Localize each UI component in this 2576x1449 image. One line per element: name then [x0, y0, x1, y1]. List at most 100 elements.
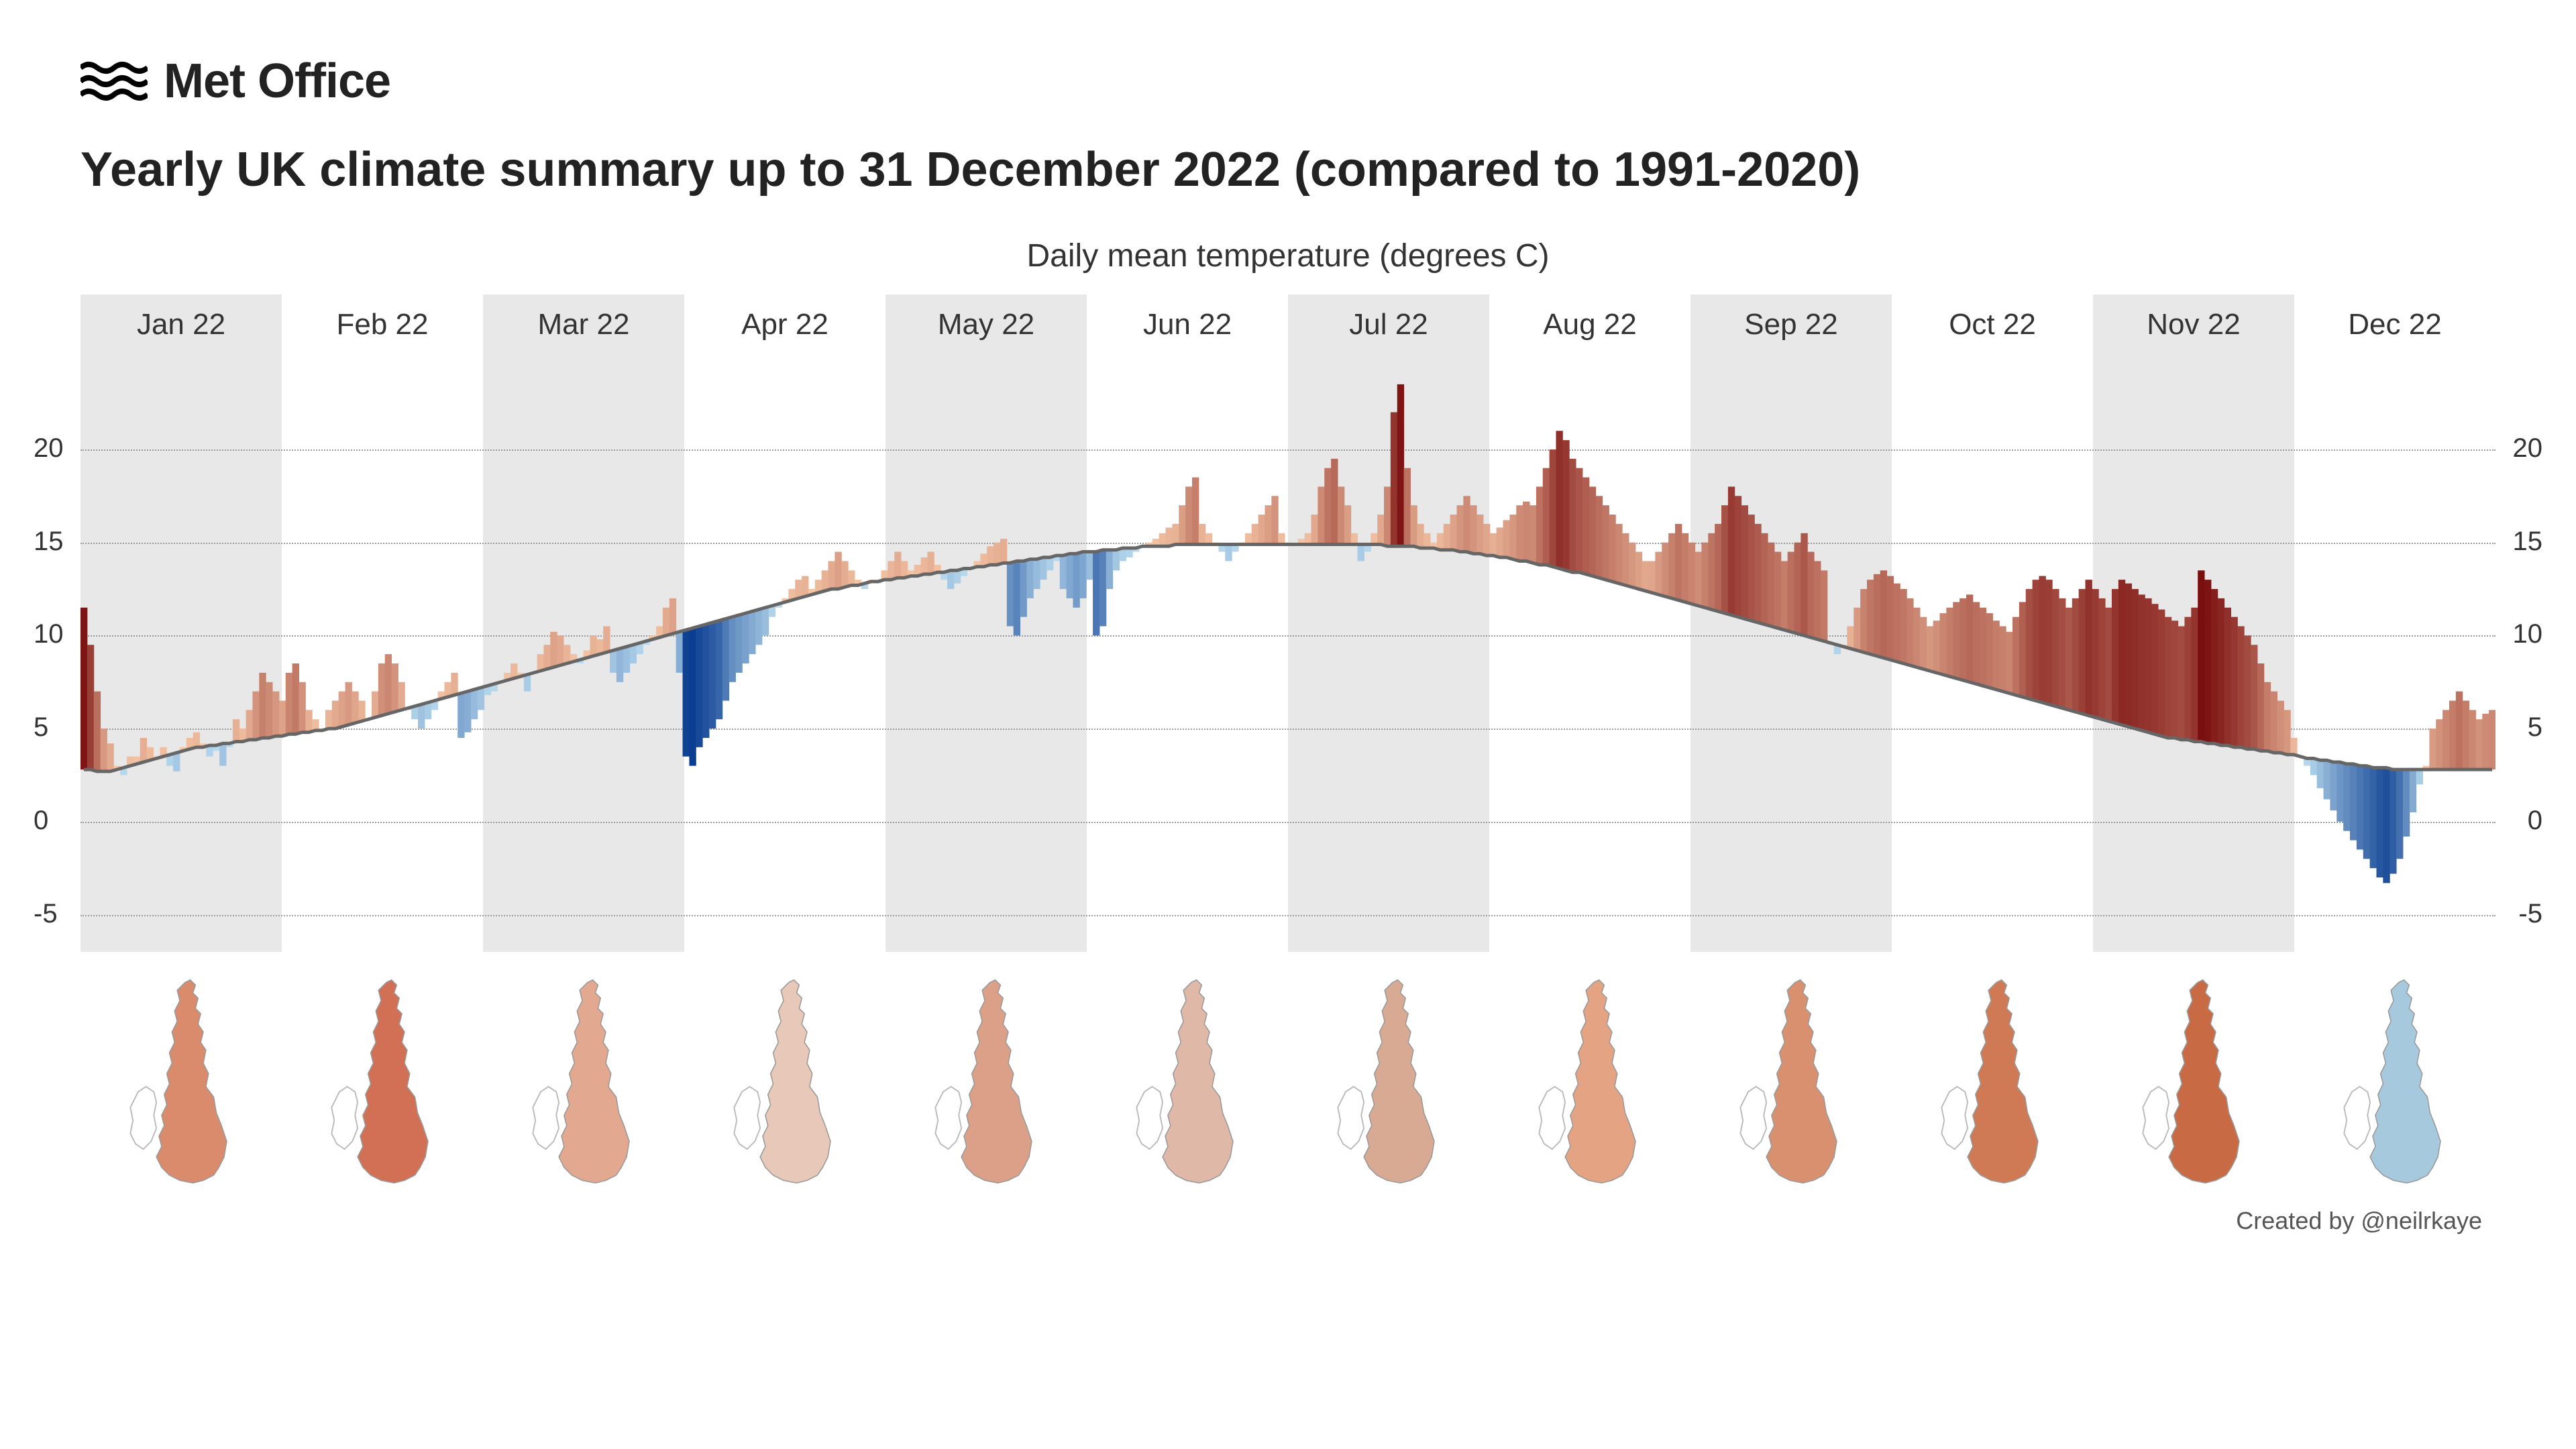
- temp-bar: [94, 692, 101, 771]
- temp-bar: [2118, 580, 2125, 724]
- temp-bar: [352, 692, 358, 723]
- temp-bar: [1457, 505, 1464, 551]
- page-title: Yearly UK climate summary up to 31 Decem…: [80, 142, 2496, 197]
- temp-bar: [1966, 594, 1973, 682]
- temp-bar: [623, 647, 630, 673]
- temp-bar: [1999, 627, 2006, 692]
- temp-bar: [372, 692, 378, 718]
- temp-bar: [1973, 602, 1980, 684]
- y-tick-label: 15: [2513, 527, 2543, 557]
- temp-bar: [1807, 552, 1814, 638]
- temp-bar: [1007, 563, 1014, 626]
- temp-bar: [1014, 561, 1020, 635]
- temp-bar: [888, 561, 894, 580]
- temp-bar: [1344, 505, 1351, 544]
- temp-bar: [1609, 515, 1615, 582]
- uk-map: [1892, 972, 2093, 1193]
- uk-map: [1489, 972, 1690, 1193]
- logo: Met Office: [80, 54, 2496, 109]
- y-tick-label: 10: [34, 619, 64, 649]
- temp-bar: [325, 710, 332, 729]
- temp-bar: [2171, 621, 2178, 738]
- temp-bar: [1695, 552, 1702, 606]
- temp-bar: [398, 682, 405, 710]
- temp-bar: [1497, 527, 1503, 557]
- temp-bar: [2079, 589, 2086, 714]
- temp-bar: [2132, 589, 2139, 729]
- temp-bar: [1437, 533, 1444, 550]
- temp-bar: [987, 546, 994, 565]
- temp-bar: [2178, 627, 2185, 740]
- temp-bar: [742, 613, 749, 663]
- temp-bar: [1550, 449, 1556, 567]
- temp-bar: [1536, 486, 1543, 565]
- temp-bar: [755, 610, 762, 645]
- temp-bar: [1946, 608, 1953, 677]
- temp-bar: [1860, 589, 1867, 652]
- chart-subtitle: Daily mean temperature (degrees C): [80, 237, 2496, 274]
- temp-bar: [2251, 645, 2257, 749]
- temp-bar: [1026, 559, 1033, 598]
- temp-bar: [1622, 533, 1629, 586]
- temp-bar: [2012, 617, 2019, 696]
- temp-bar: [2033, 580, 2039, 700]
- temp-bar: [2039, 576, 2045, 703]
- month-label: Oct 22: [1892, 308, 2093, 341]
- temp-bar: [2489, 710, 2496, 769]
- uk-map: [483, 972, 684, 1193]
- temp-bar: [543, 645, 550, 669]
- temp-bar: [2429, 729, 2436, 769]
- uk-map: [80, 972, 282, 1193]
- y-tick-label: -5: [34, 899, 58, 929]
- temp-bar: [2317, 760, 2324, 788]
- temp-bar: [795, 580, 802, 598]
- temp-bar: [2363, 766, 2370, 859]
- temp-bar: [683, 630, 690, 757]
- month-label: Jun 22: [1087, 308, 1288, 341]
- temp-bar: [841, 561, 848, 587]
- temp-bar: [669, 598, 676, 634]
- month-label: Nov 22: [2093, 308, 2294, 341]
- temp-bar: [1338, 486, 1344, 544]
- temp-bar: [828, 561, 835, 589]
- uk-map: [1087, 972, 1288, 1193]
- month-label: Apr 22: [684, 308, 885, 341]
- temp-bar: [2463, 700, 2469, 769]
- temp-bar: [1166, 527, 1173, 546]
- temp-bar: [2416, 769, 2423, 784]
- temp-bar: [233, 719, 239, 741]
- temp-bar: [1450, 515, 1457, 550]
- temp-bar: [2410, 769, 2416, 812]
- temp-bar: [1483, 524, 1490, 555]
- temp-bar: [1880, 570, 1887, 657]
- temp-bar: [392, 663, 398, 712]
- temp-bar: [2436, 719, 2443, 769]
- temp-bar: [2204, 580, 2211, 743]
- temp-bar: [471, 690, 478, 719]
- temp-bar: [1384, 486, 1391, 546]
- temp-bar: [2237, 627, 2244, 747]
- temp-bar: [2006, 632, 2012, 694]
- temp-bar: [1788, 552, 1794, 632]
- temp-bar: [1629, 543, 1635, 588]
- uk-map: [885, 972, 1087, 1193]
- temp-bar: [1754, 524, 1761, 623]
- temp-bar: [1893, 584, 1900, 662]
- temp-bar: [735, 615, 742, 673]
- temp-bar: [1847, 627, 1854, 649]
- temp-bar: [1668, 533, 1675, 598]
- temp-bar: [1774, 552, 1781, 629]
- uk-map: [2294, 972, 2496, 1193]
- temp-bar: [1099, 550, 1106, 627]
- temp-bar: [1523, 502, 1529, 561]
- temp-bar: [1159, 533, 1166, 546]
- temp-bar: [1596, 496, 1603, 578]
- month-label: Sep 22: [1690, 308, 1892, 341]
- temp-bar: [1000, 539, 1007, 563]
- temp-bar: [524, 675, 531, 692]
- temp-bar: [2324, 760, 2330, 799]
- temp-bar: [140, 738, 147, 762]
- temp-bar: [749, 611, 755, 654]
- temp-bar: [1391, 412, 1397, 546]
- temp-bar: [1410, 505, 1417, 546]
